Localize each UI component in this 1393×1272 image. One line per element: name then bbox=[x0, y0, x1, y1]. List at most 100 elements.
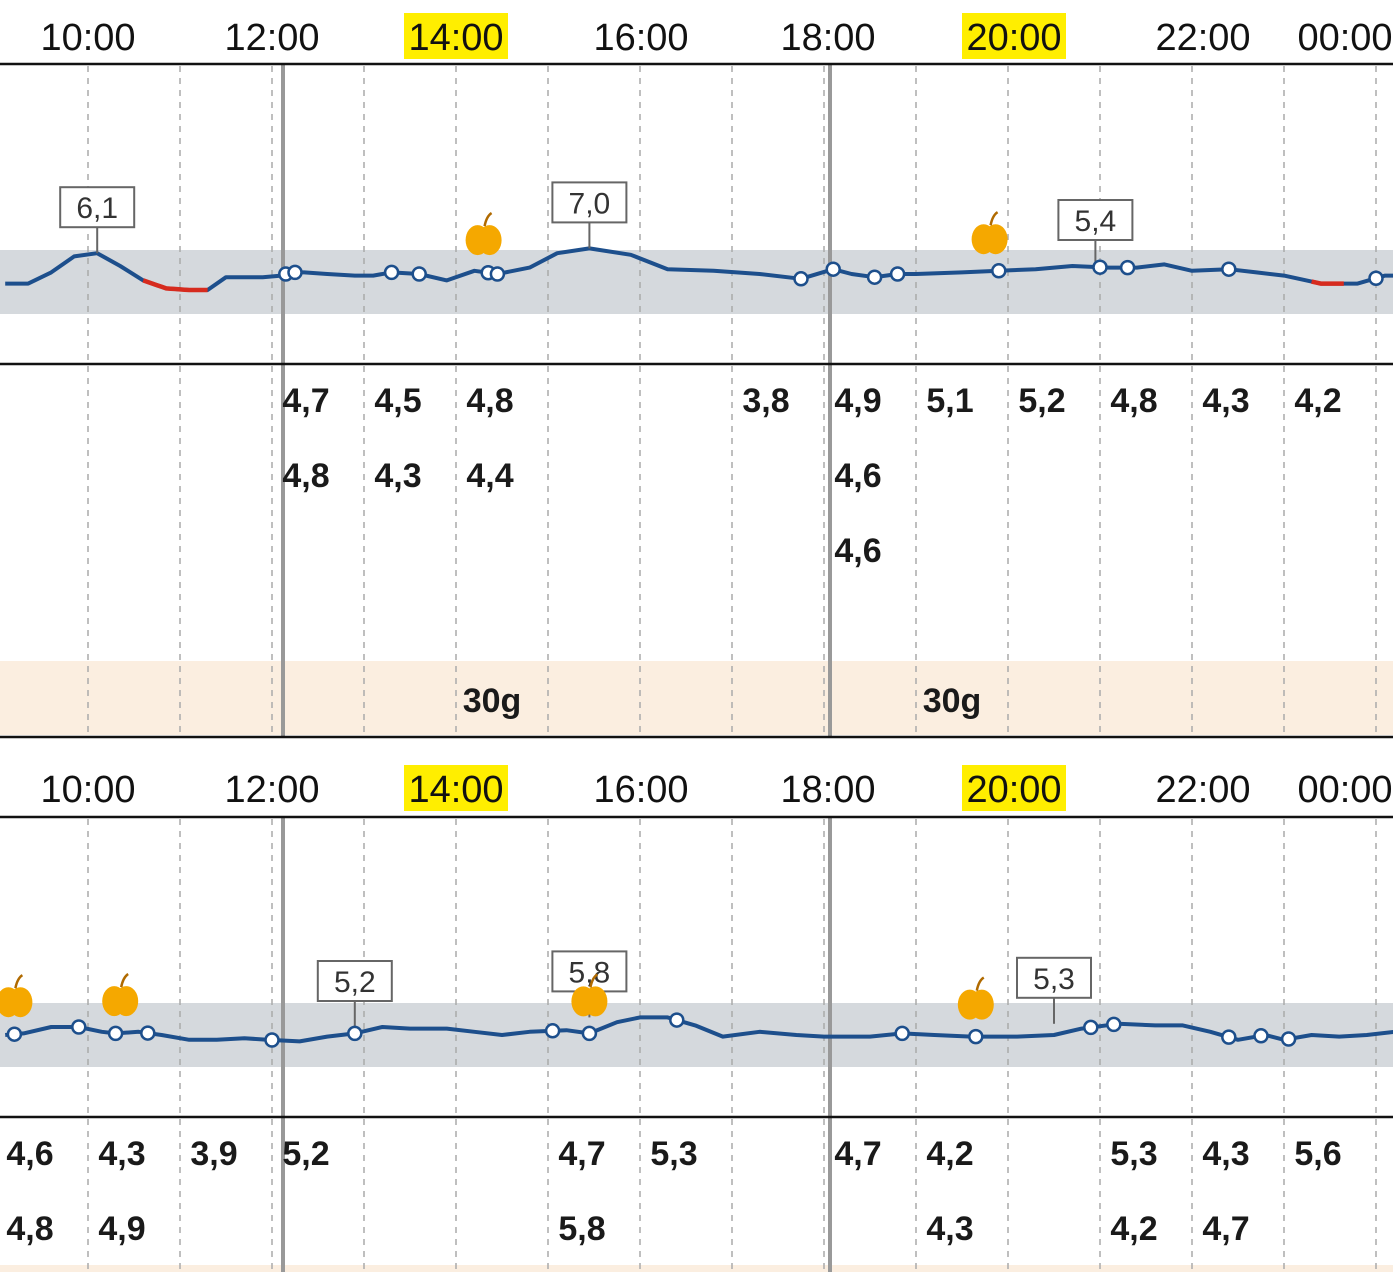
x-tick-label: 00:00 bbox=[1297, 769, 1392, 811]
value-label: 6,1 bbox=[76, 192, 118, 225]
reading-value: 5,6 bbox=[1294, 1135, 1341, 1173]
carb-value: 30g bbox=[463, 682, 522, 720]
reading-marker bbox=[889, 266, 906, 282]
value-label: 5,4 bbox=[1075, 205, 1117, 238]
reading-value: 5,8 bbox=[558, 1210, 605, 1248]
reading-marker bbox=[347, 1025, 363, 1042]
reading-marker bbox=[411, 266, 427, 282]
x-tick-label: 22:00 bbox=[1155, 17, 1250, 59]
x-tick-label: 18:00 bbox=[780, 769, 875, 811]
reading-value: 4,6 bbox=[834, 457, 881, 495]
value-label-box bbox=[1016, 956, 1092, 999]
reading-marker bbox=[1280, 1031, 1297, 1047]
reading-marker bbox=[669, 1012, 685, 1028]
carb-value: 30g bbox=[923, 682, 982, 720]
reading-marker bbox=[107, 1025, 124, 1042]
x-tick-label: 16:00 bbox=[593, 17, 688, 59]
x-tick-label: 12:00 bbox=[224, 17, 319, 59]
reading-value: 4,9 bbox=[98, 1210, 145, 1248]
carb-band bbox=[0, 1265, 1393, 1272]
reading-marker bbox=[264, 1032, 280, 1048]
reading-value: 4,4 bbox=[466, 457, 513, 495]
carb-band bbox=[0, 661, 1393, 735]
reading-marker bbox=[1106, 1016, 1122, 1033]
x-tick-label: 10:00 bbox=[40, 769, 135, 811]
reading-marker bbox=[140, 1025, 156, 1041]
value-label: 7,0 bbox=[569, 187, 611, 220]
apple-icon bbox=[957, 976, 994, 1020]
chart-panel-1: 10:00 12:00 14:00 16:00 18:00 20:00 22:00 00:00… bbox=[0, 13, 1393, 739]
reading-value: 4,3 bbox=[1202, 1135, 1249, 1173]
reading-value: 4,6 bbox=[6, 1135, 53, 1173]
reading-value: 4,7 bbox=[558, 1135, 605, 1173]
reading-marker bbox=[1368, 270, 1384, 287]
reading-value: 4,2 bbox=[926, 1135, 973, 1173]
x-tick-label: 18:00 bbox=[780, 17, 875, 59]
reading-value: 3,9 bbox=[190, 1135, 237, 1173]
reading-marker bbox=[1083, 1019, 1099, 1036]
x-tick-label: 14:00 bbox=[408, 17, 503, 59]
value-label: 5,8 bbox=[569, 956, 611, 989]
value-label: 5,3 bbox=[1033, 963, 1075, 996]
reading-marker bbox=[71, 1019, 87, 1035]
x-tick-label: 20:00 bbox=[966, 769, 1061, 811]
x-tick-label: 00:00 bbox=[1297, 17, 1392, 59]
target-range-band bbox=[0, 1003, 1393, 1067]
low-glucose-segment bbox=[142, 278, 208, 293]
apple-icon bbox=[465, 212, 502, 256]
reading-value: 4,3 bbox=[374, 457, 421, 495]
reading-value: 5,3 bbox=[650, 1135, 697, 1173]
reading-marker bbox=[1092, 259, 1108, 275]
reading-marker bbox=[581, 1025, 598, 1042]
reading-value: 5,3 bbox=[1110, 1135, 1157, 1173]
value-label-box bbox=[59, 186, 136, 229]
x-tick-label: 12:00 bbox=[224, 769, 319, 811]
value-label-box bbox=[1057, 199, 1134, 241]
reading-value: 4,7 bbox=[1202, 1210, 1249, 1248]
reading-value: 4,2 bbox=[1294, 382, 1341, 420]
target-range-band bbox=[0, 250, 1393, 314]
reading-value: 4,8 bbox=[1110, 382, 1157, 420]
reading-value: 5,1 bbox=[926, 382, 973, 420]
tick-highlight bbox=[404, 765, 508, 811]
reading-marker bbox=[544, 1023, 561, 1039]
reading-marker bbox=[383, 264, 400, 281]
tick-highlight bbox=[404, 13, 508, 59]
reading-marker bbox=[793, 271, 809, 287]
reading-marker bbox=[991, 263, 1007, 279]
reading-marker bbox=[1253, 1028, 1269, 1044]
reading-value: 4,3 bbox=[98, 1135, 145, 1173]
reading-value: 4,5 bbox=[374, 382, 421, 420]
reading-value: 4,3 bbox=[926, 1210, 973, 1248]
value-label: 5,2 bbox=[334, 966, 376, 999]
reading-value: 4,9 bbox=[834, 382, 881, 420]
x-tick-label: 22:00 bbox=[1155, 769, 1250, 811]
reading-marker bbox=[489, 266, 506, 282]
low-glucose-segment bbox=[1311, 279, 1344, 286]
x-tick-label: 16:00 bbox=[593, 769, 688, 811]
reading-value: 4,8 bbox=[6, 1210, 53, 1248]
x-tick-label: 20:00 bbox=[966, 17, 1061, 59]
apple-icon bbox=[102, 973, 139, 1017]
reading-marker bbox=[894, 1025, 910, 1042]
reading-value: 4,6 bbox=[834, 532, 881, 570]
tick-highlight bbox=[962, 13, 1066, 59]
chart-panel-2: 10:00 12:00 14:00 16:00 18:00 20:00 22:00 00:00… bbox=[0, 765, 1393, 1272]
reading-marker bbox=[1221, 1029, 1237, 1045]
value-label-box bbox=[551, 950, 628, 993]
reading-value: 3,8 bbox=[742, 382, 789, 420]
reading-value: 4,2 bbox=[1110, 1210, 1157, 1248]
x-tick-label: 10:00 bbox=[40, 17, 135, 59]
reading-marker bbox=[1119, 259, 1136, 276]
reading-marker bbox=[866, 269, 883, 285]
reading-marker bbox=[968, 1028, 984, 1045]
reading-marker bbox=[287, 264, 303, 281]
x-tick-label: 14:00 bbox=[408, 769, 503, 811]
reading-marker bbox=[6, 1026, 23, 1042]
reading-value: 4,8 bbox=[466, 382, 513, 420]
reading-value: 4,3 bbox=[1202, 382, 1249, 420]
reading-value: 4,7 bbox=[834, 1135, 881, 1173]
apple-icon bbox=[971, 211, 1008, 255]
apple-icon bbox=[0, 974, 33, 1018]
